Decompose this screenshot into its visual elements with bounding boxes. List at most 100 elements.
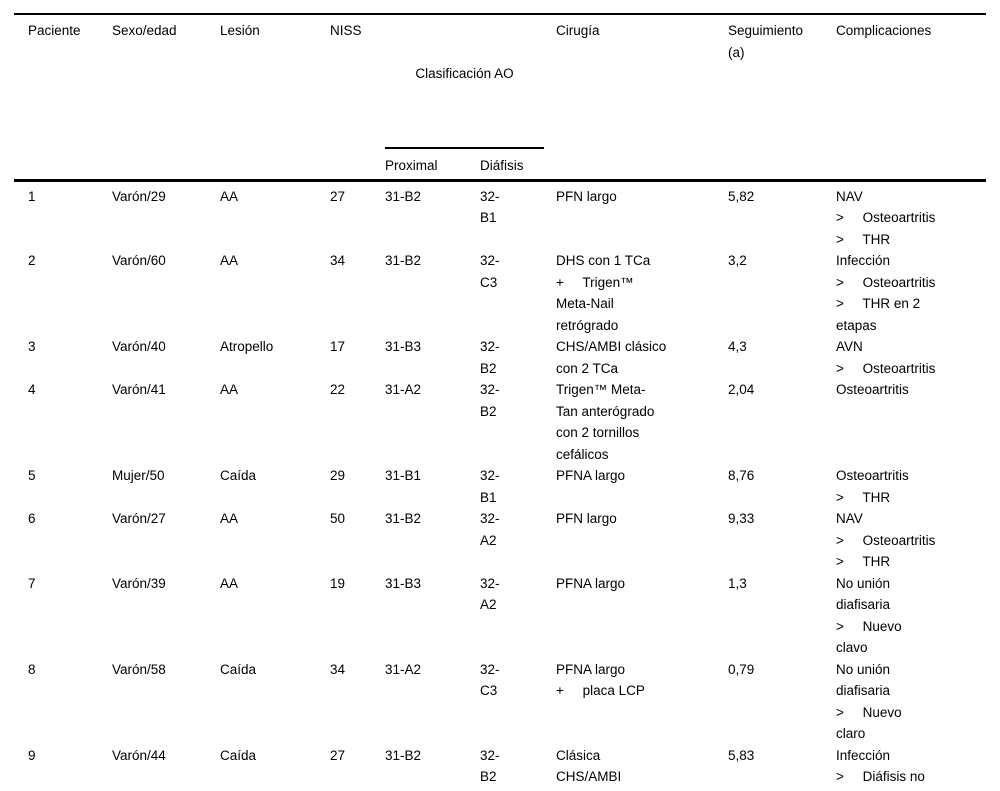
col-header-sexo-edad: Sexo/edad (112, 23, 177, 38)
subheader-empty (14, 149, 112, 182)
cell-sexo-edad: Varón/58 (112, 661, 166, 677)
subheader-empty (728, 149, 837, 182)
cell-niss: 34 (330, 661, 346, 677)
cell-sexo-edad: Varón/39 (112, 575, 166, 591)
cell-ao-diafisis: 32- B2 (480, 382, 500, 419)
table-row: 6 Varón/27 AA 50 31-B2 32- A2 PFN largo … (14, 508, 986, 573)
cell-lesion: Atropello (220, 339, 274, 354)
cell-cirugia: PFN largo (556, 511, 617, 526)
cell-cirugia: Clásica CHS/AMBI + Trigen™ Meta-Nail ret… (556, 744, 729, 791)
cell-paciente: 4 (28, 382, 36, 397)
cell-cirugia: DHS con 1 TCa + Trigen™ Meta-Nail retróg… (556, 253, 651, 333)
cell-ao-proximal: 31-B3 (385, 575, 422, 591)
table-row: 8 Varón/58 Caída 34 31-A2 32- C3 PFNA la… (14, 659, 986, 745)
subheader-empty (112, 149, 220, 182)
table-header: Paciente Sexo/edad Lesión NISS Clasifica… (14, 14, 987, 182)
cell-seguimiento: 0,79 (728, 661, 755, 677)
cell-lesion: Caída (220, 661, 257, 677)
cell-seguimiento: 5,82 (728, 188, 755, 204)
cell-cirugia: Trigen™ Meta- Tan anterógrado con 2 torn… (556, 382, 655, 462)
cell-sexo-edad: Varón/40 (112, 339, 166, 354)
col-header-clasificacion-ao: Clasificación AO (385, 14, 556, 149)
cell-ao-proximal: 31-B2 (385, 188, 422, 204)
cell-complicaciones: NAV > Osteoartritis > THR (836, 511, 936, 569)
cell-cirugia: PFN largo (556, 188, 617, 204)
col-header-complicaciones: Complicaciones (836, 23, 932, 38)
subheader-empty (556, 149, 729, 182)
table-row: 3 Varón/40 Atropello 17 31-B3 32- B2 CHS… (14, 336, 986, 379)
cell-cirugia: PFNA largo (556, 468, 626, 483)
cell-seguimiento: 2,04 (728, 382, 755, 397)
cell-ao-proximal: 31-A2 (385, 382, 422, 397)
cell-seguimiento: 4,3 (728, 339, 747, 354)
cell-complicaciones: Infección > Osteoartritis > THR en 2 eta… (836, 253, 936, 333)
table-row: 9 Varón/44 Caída 27 31-B2 32- B2 Clásica… (14, 744, 987, 791)
table-body: 1 Varón/29 AA 27 31-B2 32- B1 PFN largo … (14, 180, 987, 791)
cell-niss: 17 (330, 339, 346, 354)
cell-ao-proximal: 31-B1 (385, 468, 422, 483)
clasificacion-ao-label: Clasificación AO (415, 66, 514, 81)
header-row-main: Paciente Sexo/edad Lesión NISS Clasifica… (14, 14, 986, 149)
cell-paciente: 3 (28, 339, 36, 354)
cell-ao-diafisis: 32- B2 (480, 744, 557, 791)
cell-sexo-edad: Varón/29 (112, 188, 166, 204)
cell-paciente: 2 (28, 253, 36, 268)
cell-sexo-edad: Varón/60 (112, 253, 166, 268)
cell-complicaciones: NAV > Osteoartritis > THR (836, 188, 936, 247)
cell-seguimiento: 9,33 (728, 511, 755, 526)
subheader-empty (836, 149, 987, 182)
col-header-niss: NISS (330, 23, 362, 38)
cell-cirugia: PFNA largo + placa LCP (556, 661, 645, 699)
table-row: 2 Varón/60 AA 34 31-B2 32- C3 DHS con 1 … (14, 250, 986, 336)
cell-ao-proximal: 31-A2 (385, 661, 422, 677)
cell-lesion: AA (220, 382, 239, 397)
cell-sexo-edad: Mujer/50 (112, 468, 165, 483)
cell-sexo-edad: Varón/27 (112, 511, 166, 526)
cell-sexo-edad: Varón/44 (112, 744, 220, 791)
cell-sexo-edad: Varón/41 (112, 382, 166, 397)
cell-ao-diafisis: 32- C3 (480, 661, 500, 699)
table-row: 5 Mujer/50 Caída 29 31-B1 32- B1 PFNA la… (14, 465, 986, 508)
cell-seguimiento: 1,3 (728, 575, 747, 591)
cell-niss: 27 (330, 744, 385, 791)
cell-lesion: AA (220, 188, 239, 204)
cell-paciente: 1 (28, 188, 36, 204)
cell-paciente: 7 (28, 575, 36, 591)
cell-seguimiento: 5,83 (728, 744, 837, 791)
cell-complicaciones: No unión diafisaria > Nuevo clavo (836, 575, 902, 656)
cell-niss: 29 (330, 468, 346, 483)
header-row-sub: Proximal Diáfisis (14, 149, 987, 182)
cell-complicaciones: Osteoartritis > THR (836, 468, 909, 505)
cell-ao-proximal: 31-B2 (385, 744, 480, 791)
table-row: 1 Varón/29 AA 27 31-B2 32- B1 PFN largo … (14, 180, 986, 250)
cell-niss: 50 (330, 511, 346, 526)
cell-ao-diafisis: 32- B1 (480, 468, 500, 505)
clasificacion-ao-span-rule (385, 147, 545, 149)
cell-niss: 34 (330, 253, 346, 268)
cell-paciente: 9 (14, 744, 112, 791)
cell-niss: 27 (330, 188, 346, 204)
cell-lesion: AA (220, 511, 239, 526)
cell-ao-diafisis: 32- A2 (480, 575, 500, 613)
cell-complicaciones: Osteoartritis (836, 382, 909, 397)
cell-ao-proximal: 31-B3 (385, 339, 422, 354)
subheader-empty (220, 149, 330, 182)
patients-table: Paciente Sexo/edad Lesión NISS Clasifica… (14, 13, 987, 791)
table-row: 4 Varón/41 AA 22 31-A2 32- B2 Trigen™ Me… (14, 379, 986, 465)
cell-cirugia: CHS/AMBI clásico con 2 TCa (556, 339, 667, 376)
cell-lesion: AA (220, 253, 239, 268)
col-header-cirugia: Cirugía (556, 23, 600, 38)
cell-ao-diafisis: 32- B1 (480, 188, 500, 226)
col-header-lesion: Lesión (220, 23, 260, 38)
cell-complicaciones: Infección > Diáfisis no unión > nuevo cl… (836, 744, 987, 791)
table-row: 7 Varón/39 AA 19 31-B3 32- A2 PFNA largo… (14, 573, 986, 659)
cell-ao-diafisis: 32- C3 (480, 253, 500, 290)
cell-niss: 19 (330, 575, 346, 591)
cell-complicaciones: AVN > Osteoartritis (836, 339, 936, 376)
cell-seguimiento: 8,76 (728, 468, 755, 483)
cell-lesion: Caída (220, 744, 330, 791)
cell-lesion: Caída (220, 468, 257, 483)
cell-ao-proximal: 31-B2 (385, 511, 422, 526)
cell-seguimiento: 3,2 (728, 253, 747, 268)
